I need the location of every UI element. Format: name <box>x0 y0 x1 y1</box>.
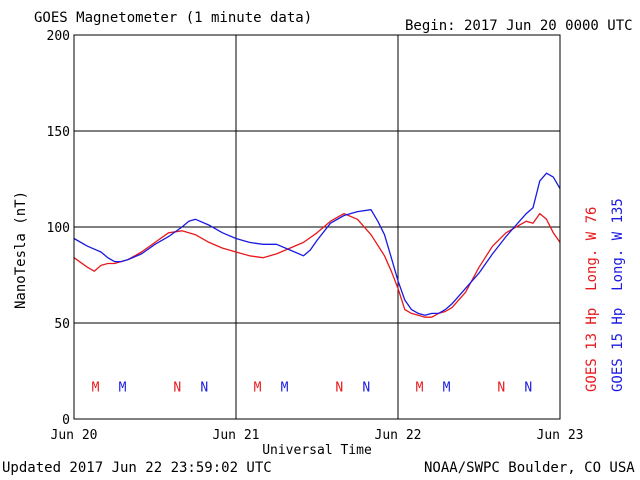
x-tick-labels: Jun 20 Jun 21 Jun 22 Jun 23 <box>51 428 584 443</box>
marker-m-series-1: M <box>92 380 100 395</box>
y-tick-labels: 0 50 100 150 200 <box>47 29 70 428</box>
marker-n-series-1: N <box>335 380 343 395</box>
marker-m-series-1: M <box>416 380 424 395</box>
series-lines <box>73 172 561 318</box>
marker-n-series-1: N <box>497 380 505 395</box>
marker-n-series-2: N <box>362 380 370 395</box>
series-line-2 <box>73 172 561 316</box>
footer-credit: NOAA/SWPC Boulder, CO USA <box>424 460 635 476</box>
y-axis-label: NanoTesla (nT) <box>13 191 29 309</box>
marker-n-series-2: N <box>524 380 532 395</box>
y-tick-label: 200 <box>47 29 70 44</box>
marker-m-series-2: M <box>119 380 127 395</box>
grid-lines <box>74 35 560 419</box>
x-axis-label: Universal Time <box>262 443 372 458</box>
y-tick-label: 150 <box>47 125 70 140</box>
x-tick-label: Jun 22 <box>375 428 422 443</box>
begin-label: Begin: 2017 Jun 20 0000 UTC <box>405 18 633 34</box>
marker-m-series-2: M <box>443 380 451 395</box>
marker-m-series-1: M <box>254 380 262 395</box>
plot-frame <box>73 34 561 420</box>
marker-n-series-2: N <box>200 380 208 395</box>
y-tick-label: 0 <box>62 413 70 428</box>
x-tick-label: Jun 21 <box>213 428 260 443</box>
y-tick-label: 50 <box>54 317 70 332</box>
x-tick-label: Jun 20 <box>51 428 98 443</box>
series-line-1 <box>73 212 561 318</box>
y-tick-label: 100 <box>47 221 70 236</box>
chart-title: GOES Magnetometer (1 minute data) <box>34 10 312 26</box>
marker-n-series-1: N <box>173 380 181 395</box>
marker-m-series-2: M <box>281 380 289 395</box>
x-tick-label: Jun 23 <box>537 428 584 443</box>
legend-series-2: GOES 15 Hp Long. W 135 <box>610 198 626 392</box>
footer-updated: Updated 2017 Jun 22 23:59:02 UTC <box>2 460 272 476</box>
legend-series-1: GOES 13 Hp Long. W 76 <box>584 207 600 392</box>
